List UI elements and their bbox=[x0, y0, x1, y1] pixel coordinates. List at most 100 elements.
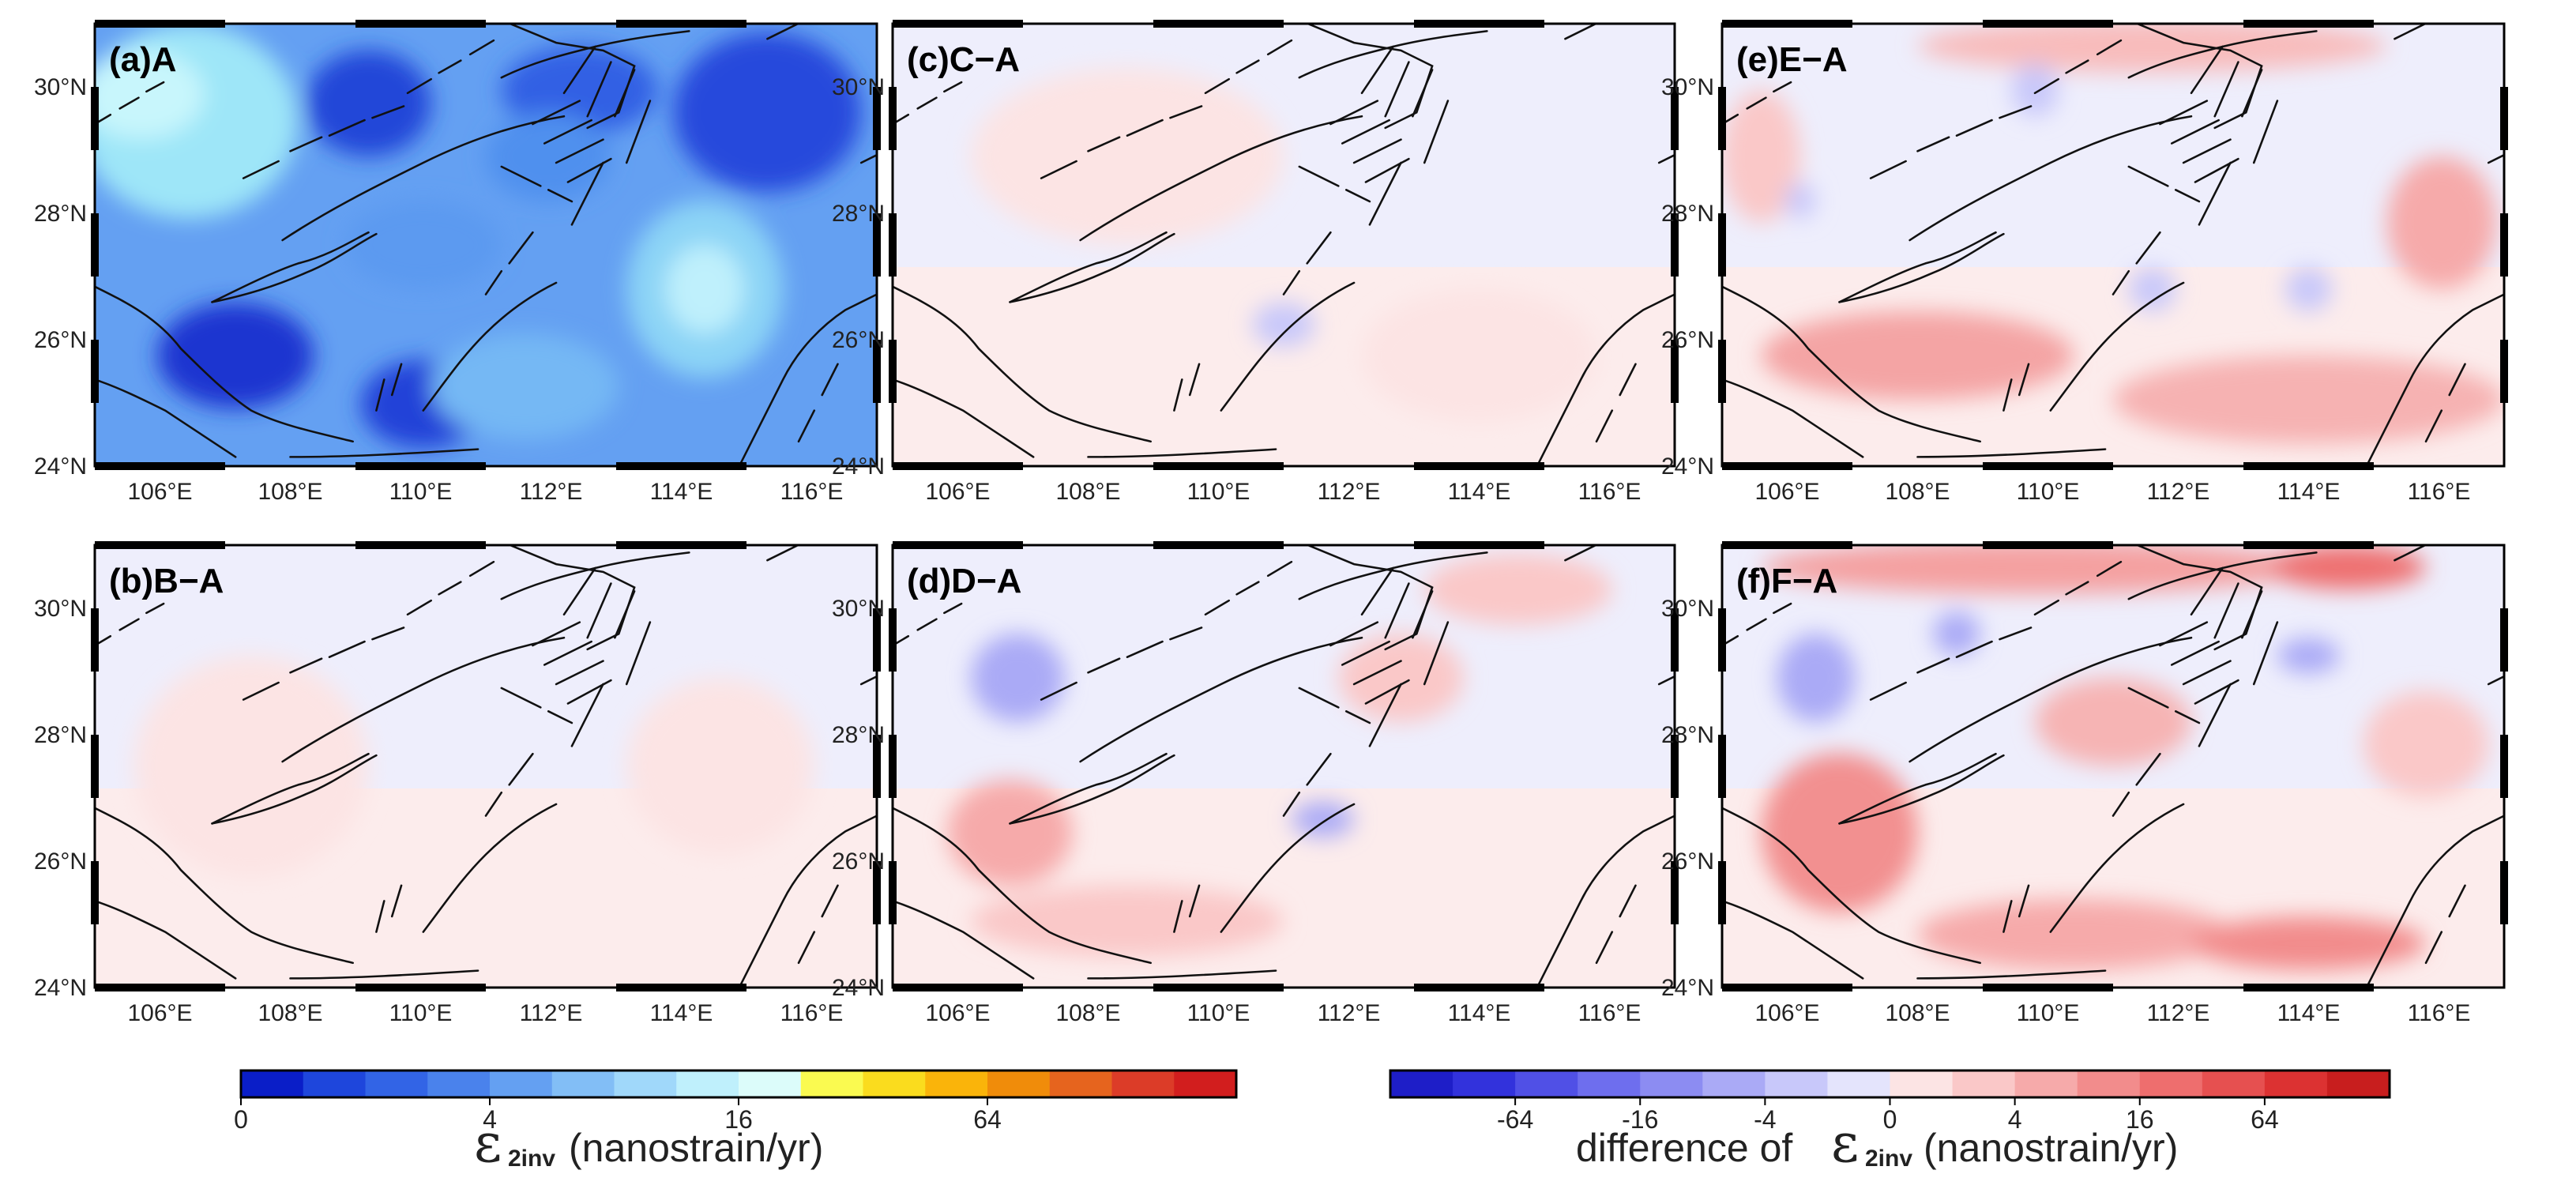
latitude-tick-label: 26°N bbox=[1661, 327, 1714, 353]
colorbar-tick-label: 64 bbox=[2251, 1105, 2279, 1134]
strain-anomaly bbox=[2011, 63, 2059, 117]
colorbar-swatch bbox=[800, 1070, 863, 1097]
longitude-tick-label: 116°E bbox=[780, 479, 844, 505]
longitude-tick-label: 110°E bbox=[389, 479, 453, 505]
colorbar-swatch bbox=[1453, 1070, 1516, 1097]
strain-field-a bbox=[95, 24, 877, 466]
strain-anomaly bbox=[2277, 638, 2341, 674]
colorbar-tick-label: -4 bbox=[1754, 1105, 1776, 1134]
strain-anomaly bbox=[486, 112, 611, 201]
strain-anomaly bbox=[157, 302, 314, 409]
longitude-tick-label: 112°E bbox=[520, 479, 583, 505]
colorbar-tick-label: 4 bbox=[483, 1105, 497, 1134]
strain-field-e bbox=[1722, 24, 2504, 466]
longitude-tick-label: 108°E bbox=[1885, 479, 1950, 505]
panel-title: (a)A bbox=[109, 40, 177, 79]
strain-anomaly bbox=[134, 656, 369, 877]
strain-anomaly bbox=[1291, 801, 1355, 837]
strain-anomaly bbox=[2035, 678, 2191, 766]
colorbar-tick-label: 16 bbox=[2126, 1105, 2154, 1134]
colorbar-swatch bbox=[1640, 1070, 1703, 1097]
strain-anomaly bbox=[2113, 356, 2504, 444]
longitude-tick-label: 106°E bbox=[925, 479, 990, 505]
colorbar-swatch bbox=[1702, 1070, 1766, 1097]
longitude-tick-label: 116°E bbox=[780, 1000, 844, 1026]
colorbar-right-symbol: ε bbox=[1831, 1112, 1859, 1175]
longitude-tick-label: 116°E bbox=[2408, 479, 2471, 505]
strain-anomaly bbox=[95, 50, 205, 139]
strain-anomaly bbox=[665, 245, 744, 333]
map-panel-b: (b)B−A 30°N 28°N 26°N 24°N 106°E 108°E 110°E 112… bbox=[34, 541, 881, 1026]
latitude-tick-label: 28°N bbox=[832, 201, 885, 227]
colorbar-swatch bbox=[2326, 1070, 2390, 1097]
strain-anomaly bbox=[971, 634, 1065, 722]
colorbar-tick-label: 16 bbox=[724, 1105, 753, 1134]
longitude-tick-label: 108°E bbox=[1885, 1000, 1950, 1026]
colorbar-tick-label: 64 bbox=[973, 1105, 1002, 1134]
strain-anomaly bbox=[1252, 302, 1315, 347]
colorbar-swatch bbox=[2264, 1070, 2328, 1097]
colorbar-swatch bbox=[303, 1070, 366, 1097]
latitude-tick-label: 28°N bbox=[34, 722, 87, 748]
colorbar-left-unit: (nanostrain/yr) bbox=[569, 1126, 823, 1170]
strain-anomaly bbox=[306, 50, 431, 156]
colorbar-swatch bbox=[1049, 1070, 1112, 1097]
colorbar-swatch bbox=[2139, 1070, 2203, 1097]
strain-anomaly bbox=[431, 333, 619, 440]
longitude-tick-label: 114°E bbox=[1448, 1000, 1511, 1026]
map-panels: (a)A 30°N 28°N 26°N 24°N 106°E 108°E 110°E 112°E… bbox=[34, 20, 2508, 1026]
longitude-tick-label: 108°E bbox=[258, 479, 322, 505]
strain-anomaly bbox=[1761, 753, 1918, 912]
longitude-tick-label: 112°E bbox=[2147, 1000, 2210, 1026]
colorbar-swatch bbox=[490, 1070, 553, 1097]
colorbar-swatch bbox=[1578, 1070, 1641, 1097]
strain-field-c bbox=[893, 24, 1675, 466]
longitude-tick-label: 108°E bbox=[1055, 479, 1120, 505]
longitude-tick-label: 114°E bbox=[1448, 479, 1511, 505]
strain-anomaly bbox=[344, 201, 502, 289]
strain-anomaly bbox=[1777, 634, 1856, 722]
longitude-tick-label: 108°E bbox=[1055, 1000, 1120, 1026]
colorbar-swatch bbox=[1515, 1070, 1578, 1097]
strain-anomaly bbox=[1362, 289, 1596, 422]
colorbar-tick-label: 4 bbox=[2008, 1105, 2022, 1134]
longitude-tick-label: 110°E bbox=[1187, 1000, 1250, 1026]
map-panel-f: (f)F−A 30°N 28°N 26°N 24°N 106°E 108°E 110°E 112… bbox=[1661, 541, 2508, 1026]
strain-anomaly bbox=[2270, 545, 2426, 589]
panel-title: (c)C−A bbox=[907, 40, 1020, 79]
colorbar-swatch bbox=[2077, 1070, 2141, 1097]
colorbar-tick-label: -16 bbox=[1622, 1105, 1658, 1134]
colorbar-swatch bbox=[739, 1070, 802, 1097]
strain-anomaly bbox=[1424, 554, 1612, 625]
latitude-tick-label: 30°N bbox=[34, 596, 87, 622]
map-panel-a: (a)A 30°N 28°N 26°N 24°N 106°E 108°E 110°E 112°E… bbox=[34, 20, 881, 505]
colorbar-swatch bbox=[987, 1070, 1051, 1097]
panel-title: (b)B−A bbox=[109, 562, 224, 600]
strain-anomaly bbox=[971, 886, 1284, 957]
longitude-tick-label: 106°E bbox=[1754, 479, 1819, 505]
colorbar-swatch bbox=[1765, 1070, 1828, 1097]
strain-anomaly bbox=[1917, 899, 2231, 970]
colorbar-left-subscript: 2inv bbox=[508, 1146, 555, 1172]
latitude-tick-label: 24°N bbox=[832, 453, 885, 480]
latitude-tick-label: 26°N bbox=[832, 327, 885, 353]
latitude-tick-label: 24°N bbox=[34, 453, 87, 480]
latitude-tick-label: 24°N bbox=[1661, 975, 1714, 1001]
latitude-tick-label: 30°N bbox=[1661, 74, 1714, 100]
latitude-tick-label: 28°N bbox=[34, 201, 87, 227]
colorbar-swatch bbox=[365, 1070, 428, 1097]
longitude-tick-label: 112°E bbox=[2147, 479, 2210, 505]
colorbar-right-subscript: 2inv bbox=[1865, 1146, 1912, 1172]
strain-anomaly bbox=[1722, 90, 1800, 223]
longitude-tick-label: 106°E bbox=[925, 1000, 990, 1026]
longitude-tick-label: 114°E bbox=[650, 479, 713, 505]
strain-anomaly bbox=[2191, 916, 2426, 970]
longitude-tick-label: 116°E bbox=[1578, 1000, 1641, 1026]
colorbar-swatch bbox=[1890, 1070, 1954, 1097]
longitude-tick-label: 114°E bbox=[650, 1000, 713, 1026]
map-panel-d: (d)D−A 30°N 28°N 26°N 24°N 106°E 108°E 110°E 112… bbox=[832, 541, 1679, 1026]
map-panel-e: (e)E−A 30°N 28°N 26°N 24°N 106°E 108°E 110°E 112… bbox=[1661, 20, 2508, 505]
latitude-tick-label: 24°N bbox=[832, 975, 885, 1001]
longitude-tick-label: 116°E bbox=[2408, 1000, 2471, 1026]
latitude-tick-label: 28°N bbox=[1661, 722, 1714, 748]
